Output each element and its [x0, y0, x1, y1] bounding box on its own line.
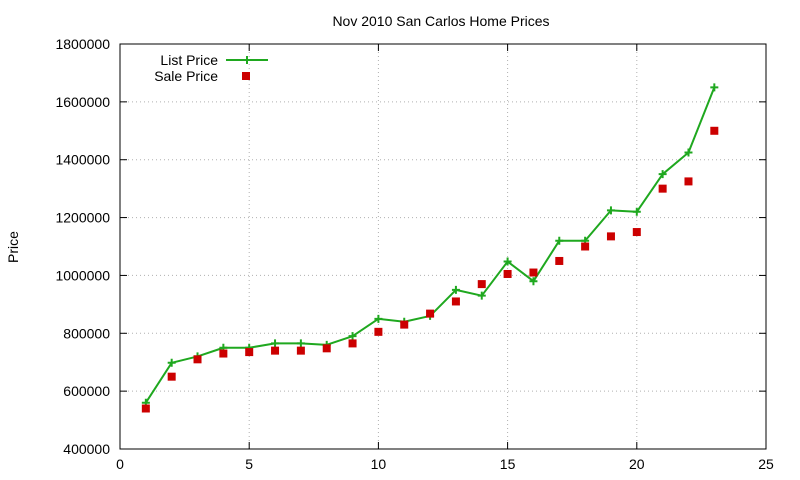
- legend-label: Sale Price: [154, 68, 218, 84]
- y-tick-label: 1200000: [55, 210, 110, 226]
- sale-price-point: [167, 372, 176, 381]
- sale-price-point: [606, 232, 615, 241]
- sale-price-point: [451, 297, 460, 306]
- list-price-point: [348, 332, 357, 341]
- list-price-point: [271, 339, 280, 348]
- sale-price-point: [322, 344, 331, 353]
- legend-swatch-marker: [243, 56, 251, 64]
- list-price-point: [451, 285, 460, 294]
- y-tick-label: 1800000: [55, 36, 110, 52]
- sale-price-point: [245, 348, 254, 357]
- sale-price-point: [529, 268, 538, 277]
- list-price-point: [658, 170, 667, 179]
- list-price-point: [374, 314, 383, 323]
- y-tick-label: 1000000: [55, 267, 110, 283]
- list-price-point: [503, 257, 512, 266]
- plot-frame: [119, 43, 767, 450]
- legend-label: List Price: [160, 52, 218, 68]
- axes: 0 5 10 15 20 25 400000 600000 800000 1000000 12000…: [55, 36, 774, 472]
- list-price-point: [555, 236, 564, 245]
- sale-price-point: [141, 404, 150, 413]
- sale-price-point: [219, 349, 228, 358]
- list-price-point: [606, 206, 615, 215]
- y-tick-label: 1400000: [55, 152, 110, 168]
- sale-price-point: [503, 269, 512, 278]
- x-tick-label: 20: [629, 456, 645, 472]
- sale-price-point: [426, 309, 435, 318]
- sale-price-point: [555, 256, 564, 265]
- series: [141, 83, 719, 413]
- sale-price-point: [271, 346, 280, 355]
- y-tick-label: 800000: [63, 325, 110, 341]
- sale-price-point: [348, 339, 357, 348]
- list-price-point: [477, 291, 486, 300]
- y-tick-label: 400000: [63, 441, 110, 457]
- y-tick-label: 600000: [63, 383, 110, 399]
- sale-price-point: [710, 126, 719, 135]
- x-tick-label: 15: [500, 456, 516, 472]
- sale-price-point: [296, 346, 305, 355]
- y-axis-label: Price: [5, 231, 21, 263]
- chart-title: Nov 2010 San Carlos Home Prices: [332, 13, 549, 29]
- list-price-point: [167, 358, 176, 367]
- x-tick-label: 25: [758, 456, 774, 472]
- list-price-point: [296, 339, 305, 348]
- x-tick-label: 10: [371, 456, 387, 472]
- x-tick-label: 0: [116, 456, 124, 472]
- y-tick-label: 1600000: [55, 94, 110, 110]
- x-tick-label: 5: [245, 456, 253, 472]
- sale-price-point: [400, 320, 409, 329]
- sale-price-point: [581, 242, 590, 251]
- list-price-point: [684, 148, 693, 157]
- list-price-point: [632, 207, 641, 216]
- sale-price-point: [374, 327, 383, 336]
- sale-price-point: [684, 177, 693, 186]
- grid: [120, 44, 766, 449]
- list-price-point: [710, 83, 719, 92]
- legend-swatch-marker: [242, 72, 250, 80]
- list-price-point: [529, 277, 538, 286]
- sale-price-point: [193, 355, 202, 364]
- sale-price-point: [632, 228, 641, 237]
- sale-price-point: [658, 184, 667, 193]
- sale-price-point: [477, 280, 486, 289]
- series-line: [145, 87, 716, 404]
